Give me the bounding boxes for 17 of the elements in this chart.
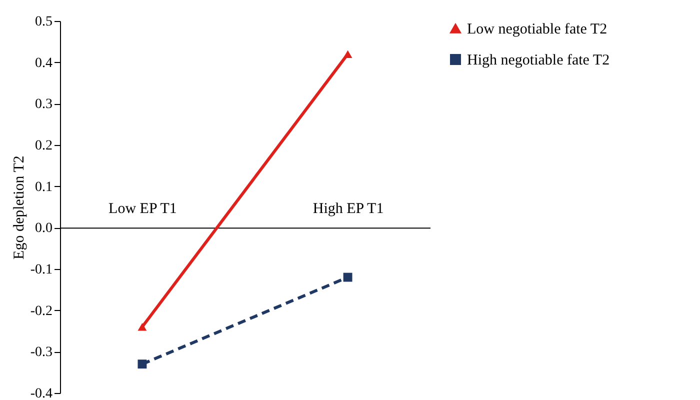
y-tick-label: 0.4 xyxy=(35,56,52,71)
y-tick-label: 0.3 xyxy=(35,97,52,112)
y-tick-label: 0.2 xyxy=(35,138,52,154)
y-axis-title: Ego depletion T2 xyxy=(11,156,28,260)
y-tick-label: -0.2 xyxy=(30,304,52,319)
point xyxy=(138,360,147,369)
y-tick-label: 0.0 xyxy=(35,221,52,236)
y-tick-label: -0.3 xyxy=(30,345,52,360)
y-tick-label: -0.1 xyxy=(30,262,52,278)
point xyxy=(343,272,352,282)
x-tick-label: Low EP T1 xyxy=(108,201,177,218)
y-tick-label: -0.4 xyxy=(30,386,52,400)
y-tick-label: 0.5 xyxy=(35,14,52,30)
legend-label: Low negotiable fate T2 xyxy=(467,22,608,38)
y-tick-label: 0.1 xyxy=(35,180,52,195)
legend-label: High negotiable fate T2 xyxy=(467,52,610,68)
x-tick-label: High EP T1 xyxy=(312,201,384,218)
